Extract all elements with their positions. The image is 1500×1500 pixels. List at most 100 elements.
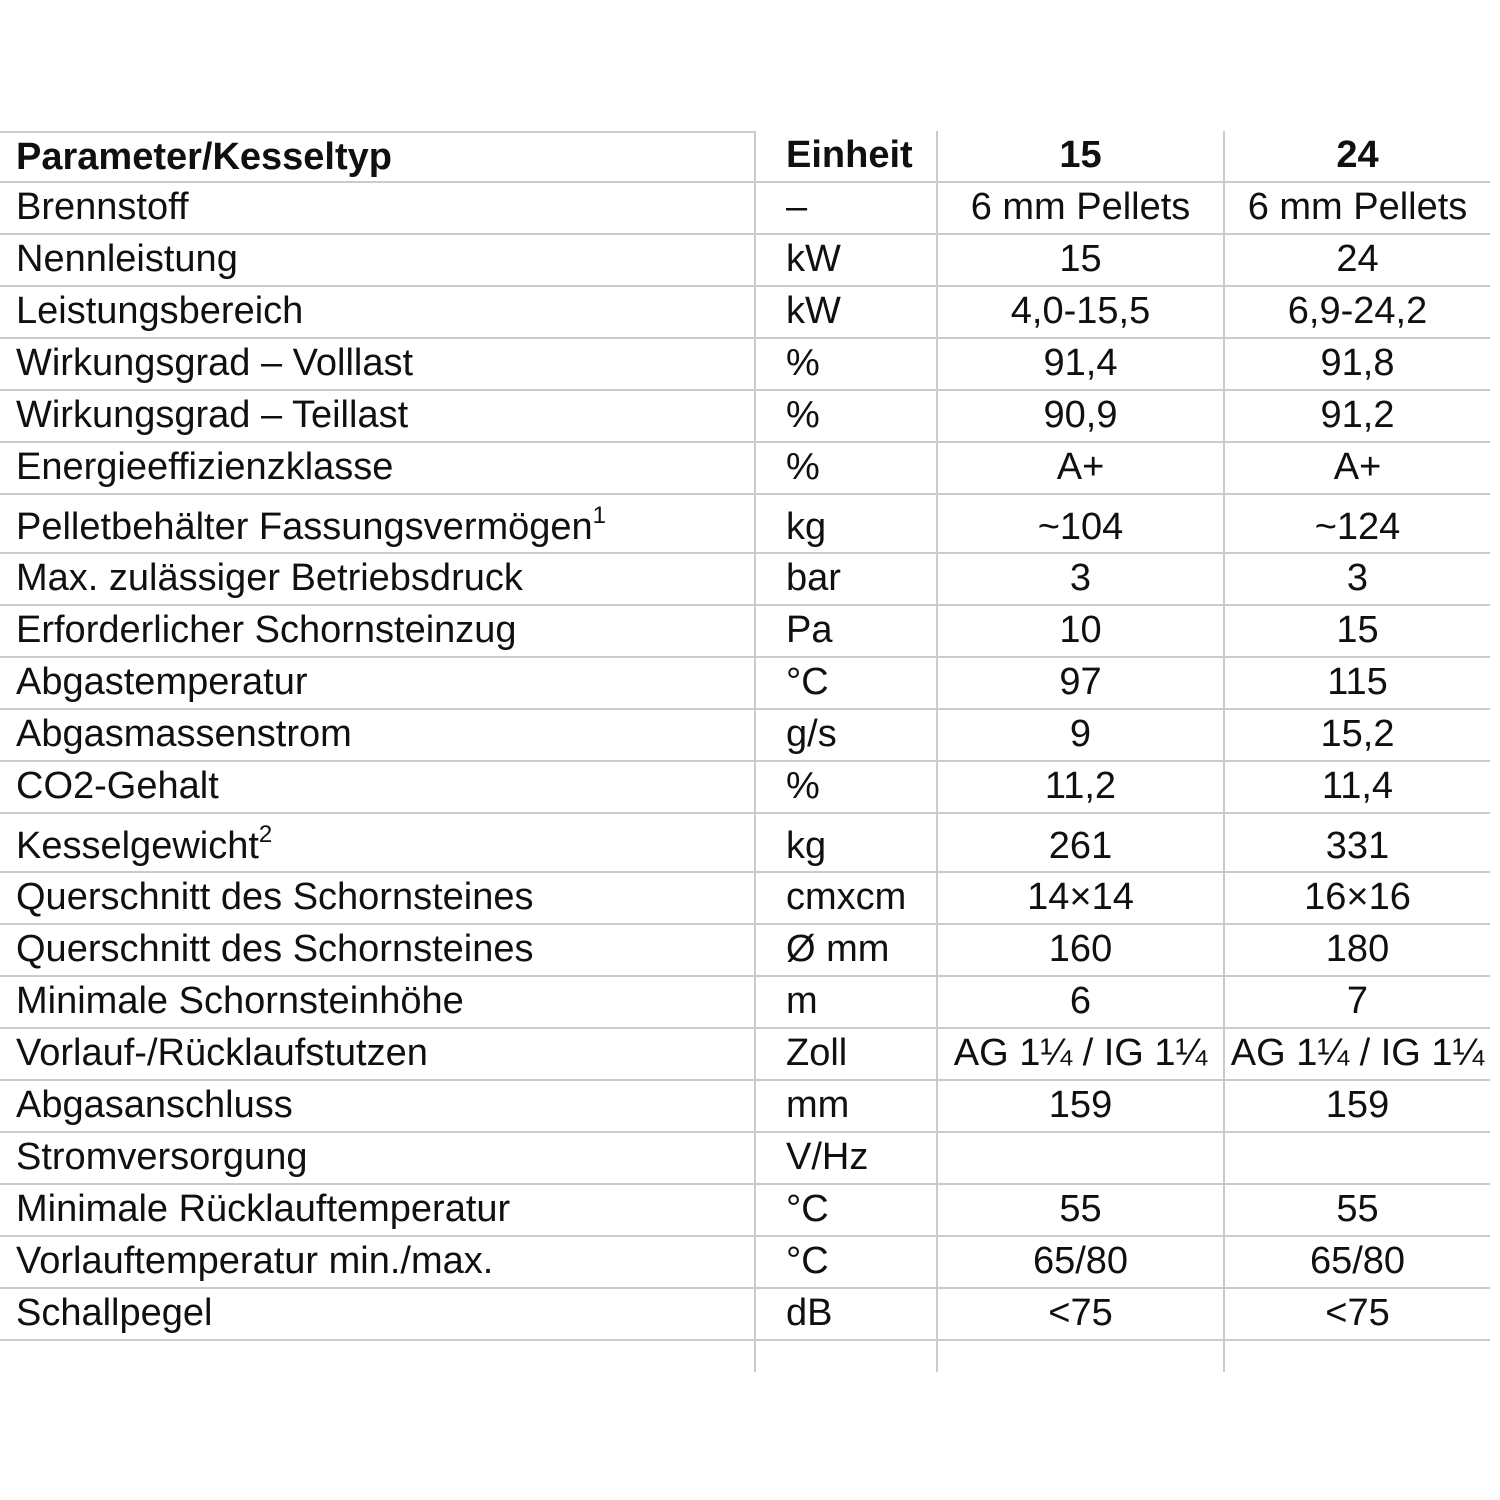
parameter-label: Wirkungsgrad – Volllast <box>16 342 414 384</box>
parameter-label: Erforderlicher Schornsteinzug <box>16 609 517 651</box>
table-row: CO2-Gehalt % 11,2 11,4 <box>0 762 1490 814</box>
value-24-cell: 15 <box>1223 606 1490 656</box>
table-row: Nennleistung kW 15 24 <box>0 235 1490 287</box>
table-row: Abgasanschluss mm 159 159 <box>0 1081 1490 1133</box>
value-15-cell: 9 <box>936 710 1223 760</box>
value-24-cell: 24 <box>1223 235 1490 285</box>
value-15-cell: 90,9 <box>936 391 1223 441</box>
value-15-cell: 91,4 <box>936 339 1223 389</box>
parameter-label: Max. zulässiger Betriebsdruck <box>16 557 523 599</box>
parameter-label: Nennleistung <box>16 238 238 280</box>
unit-cell: % <box>754 443 936 493</box>
value-24-cell: 3 <box>1223 554 1490 604</box>
parameter-label: Pelletbehälter Fassungsvermögen1 <box>16 502 607 549</box>
value-24-cell: <75 <box>1223 1289 1490 1339</box>
parameter-label: Minimale Schornsteinhöhe <box>16 980 464 1022</box>
empty-row-fragment <box>0 1341 1490 1372</box>
value-24-cell: 6,9-24,2 <box>1223 287 1490 337</box>
table-row: Kesselgewicht2 kg 261 331 <box>0 814 1490 878</box>
table-row: Vorlauf-/Rücklaufstutzen Zoll AG 1¼ / IG… <box>0 1029 1490 1081</box>
value-15-cell: 55 <box>936 1185 1223 1235</box>
value-15-cell: 159 <box>936 1081 1223 1131</box>
value-24-cell: 91,8 <box>1223 339 1490 389</box>
value-24-cell: 7 <box>1223 977 1490 1027</box>
table-row: Max. zulässiger Betriebsdruck bar 3 3 <box>0 554 1490 606</box>
value-15-cell: 10 <box>936 606 1223 656</box>
value-15-cell: A+ <box>936 443 1223 493</box>
table-row: Minimale Schornsteinhöhe m 6 7 <box>0 977 1490 1029</box>
table-header-row: Parameter/Kesseltyp Einheit 15 24 <box>0 131 1490 183</box>
table-row: Stromversorgung V/Hz <box>0 1133 1490 1185</box>
value-24-cell: 180 <box>1223 925 1490 975</box>
value-15-cell: 14×14 <box>936 873 1223 923</box>
unit-cell: °C <box>754 658 936 708</box>
unit-cell: bar <box>754 554 936 604</box>
table-row: Schallpegel dB <75 <75 <box>0 1289 1490 1341</box>
boiler-spec-table: Parameter/Kesseltyp Einheit 15 24 Brenns… <box>0 131 1490 1372</box>
table-row: Energieeffizienzklasse % A+ A+ <box>0 443 1490 495</box>
value-15-cell: 160 <box>936 925 1223 975</box>
value-24-cell: 331 <box>1223 814 1490 878</box>
unit-cell: g/s <box>754 710 936 760</box>
header-einheit: Einheit <box>754 131 936 182</box>
unit-cell: – <box>754 183 936 233</box>
parameter-label: Minimale Rücklauftemperatur <box>16 1188 511 1230</box>
unit-cell: kW <box>754 287 936 337</box>
empty-cell <box>936 1341 1223 1372</box>
unit-cell: cmxcm <box>754 873 936 923</box>
value-15-cell: 11,2 <box>936 762 1223 812</box>
value-15-cell: 15 <box>936 235 1223 285</box>
value-15-cell: 6 <box>936 977 1223 1027</box>
header-model-24: 24 <box>1223 131 1490 182</box>
value-24-cell: 15,2 <box>1223 710 1490 760</box>
value-15-cell: ~104 <box>936 495 1223 559</box>
unit-cell: dB <box>754 1289 936 1339</box>
unit-cell: % <box>754 391 936 441</box>
footnote-marker: 1 <box>592 502 607 529</box>
parameter-label: Leistungsbereich <box>16 290 304 332</box>
value-15-cell: 6 mm Pellets <box>936 183 1223 233</box>
value-24-cell: 65/80 <box>1223 1237 1490 1287</box>
table-body: Brennstoff – 6 mm Pellets 6 mm Pellets N… <box>0 183 1490 1341</box>
table-row: Abgasmassenstrom g/s 9 15,2 <box>0 710 1490 762</box>
unit-cell: V/Hz <box>754 1133 936 1183</box>
footnote-marker: 2 <box>258 821 273 848</box>
header-model-15: 15 <box>936 131 1223 182</box>
table-row: Wirkungsgrad – Teillast % 90,9 91,2 <box>0 391 1490 443</box>
table-row: Wirkungsgrad – Volllast % 91,4 91,8 <box>0 339 1490 391</box>
value-15-cell: 65/80 <box>936 1237 1223 1287</box>
parameter-label: Energieeffizienzklasse <box>16 446 394 488</box>
table-row: Querschnitt des Schornsteines cmxcm 14×1… <box>0 873 1490 925</box>
empty-cell <box>1223 1341 1490 1372</box>
parameter-label: Querschnitt des Schornsteines <box>16 876 534 918</box>
parameter-label: Schallpegel <box>16 1292 213 1334</box>
parameter-label: Vorlauf-/Rücklaufstutzen <box>16 1032 428 1074</box>
unit-cell: kg <box>754 814 936 878</box>
unit-cell: % <box>754 339 936 389</box>
value-15-cell: <75 <box>936 1289 1223 1339</box>
parameter-label: Wirkungsgrad – Teillast <box>16 394 409 436</box>
value-24-cell: 6 mm Pellets <box>1223 183 1490 233</box>
value-15-cell: 4,0-15,5 <box>936 287 1223 337</box>
parameter-label: Querschnitt des Schornsteines <box>16 928 534 970</box>
parameter-label: Abgasmassenstrom <box>16 713 352 755</box>
table-row: Leistungsbereich kW 4,0-15,5 6,9-24,2 <box>0 287 1490 339</box>
value-24-cell: A+ <box>1223 443 1490 493</box>
value-24-cell: ~124 <box>1223 495 1490 559</box>
table-row: Erforderlicher Schornsteinzug Pa 10 15 <box>0 606 1490 658</box>
unit-cell: °C <box>754 1185 936 1235</box>
value-24-cell: 55 <box>1223 1185 1490 1235</box>
value-24-cell: 11,4 <box>1223 762 1490 812</box>
value-24-cell: 115 <box>1223 658 1490 708</box>
unit-cell: Pa <box>754 606 936 656</box>
unit-cell: mm <box>754 1081 936 1131</box>
table-row: Minimale Rücklauftemperatur °C 55 55 <box>0 1185 1490 1237</box>
table-row: Vorlauftemperatur min./max. °C 65/80 65/… <box>0 1237 1490 1289</box>
unit-cell: % <box>754 762 936 812</box>
table-row: Pelletbehälter Fassungsvermögen1 kg ~104… <box>0 495 1490 559</box>
unit-cell: m <box>754 977 936 1027</box>
unit-cell: kg <box>754 495 936 559</box>
unit-cell: kW <box>754 235 936 285</box>
parameter-label: Abgastemperatur <box>16 661 308 703</box>
value-24-cell <box>1223 1133 1490 1183</box>
